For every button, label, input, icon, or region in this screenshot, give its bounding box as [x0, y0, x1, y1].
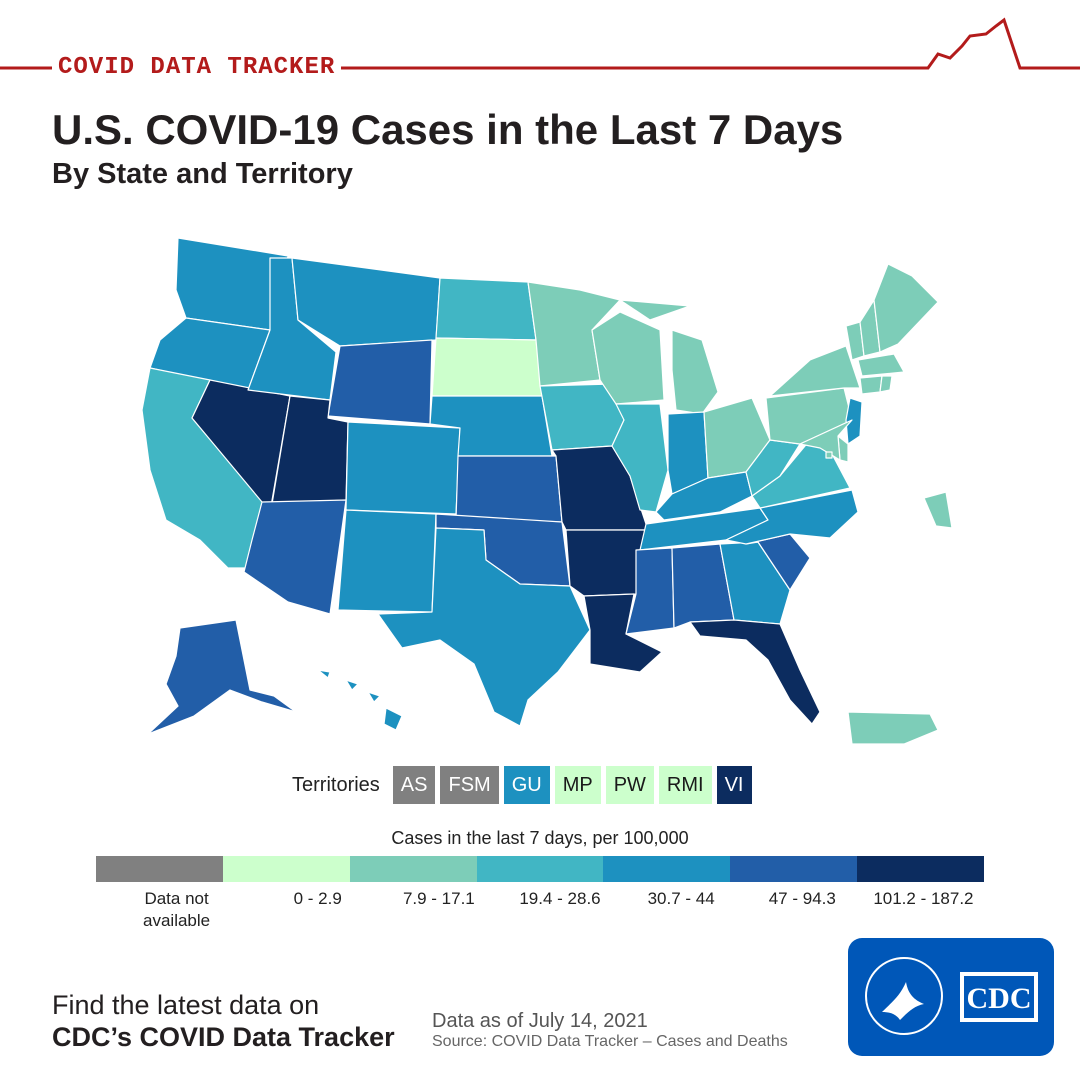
legend-label: 30.7 - 44 — [647, 889, 715, 908]
header-trend-line — [0, 17, 1080, 70]
state-wi — [591, 311, 665, 405]
state-ar — [565, 529, 647, 597]
legend-labels: Data not available 0 - 2.9 7.9 - 17.1 19.4 … — [96, 888, 984, 932]
state-fl — [689, 619, 821, 725]
legend-swatch — [476, 856, 604, 882]
legend-swatch — [96, 856, 223, 882]
legend-label: 7.9 - 17.1 — [402, 889, 475, 908]
territories-label: Territories — [292, 773, 380, 796]
state-tx — [377, 527, 591, 727]
state-pr — [847, 711, 939, 745]
territory-gu: GU — [503, 766, 550, 804]
state-dc — [825, 451, 833, 459]
legend-swatch — [857, 856, 985, 882]
legend-label: 47 - 94.3 — [768, 889, 836, 908]
state-me — [873, 263, 939, 353]
legend-label: 101.2 - 187.2 — [873, 889, 974, 908]
territory-vi: VI — [716, 766, 752, 804]
state-ny — [769, 345, 861, 397]
territory-mp: MP — [554, 766, 601, 804]
state-ct — [859, 375, 883, 395]
cdc-logo-text: CDC — [967, 982, 1032, 1015]
state-nd — [435, 277, 537, 341]
legend-label: 0 - 2.9 — [293, 889, 342, 908]
legend-bar — [96, 856, 985, 882]
vi-map-marker — [923, 491, 953, 529]
territories-row: Territories AS FSM GU MP PW RMI VI — [292, 766, 752, 804]
state-hi — [317, 669, 403, 731]
state-ms — [625, 547, 675, 635]
state-ak — [147, 619, 297, 735]
state-la — [583, 593, 663, 673]
hhs-seal-icon — [865, 957, 943, 1035]
state-ks — [455, 455, 563, 523]
legend-label: Data not available — [143, 889, 211, 930]
state-co — [345, 421, 461, 515]
state-wv — [745, 439, 801, 497]
legend-title: Cases in the last 7 days, per 100,000 — [391, 828, 689, 848]
legend-label: 19.4 - 28.6 — [519, 889, 601, 908]
territory-rmi: RMI — [658, 766, 712, 804]
cta-line-2: CDC’s COVID Data Tracker — [52, 1022, 395, 1052]
state-ma — [857, 353, 905, 377]
territory-fsm: FSM — [440, 766, 499, 804]
state-sd — [431, 337, 543, 397]
legend-swatch — [222, 856, 350, 882]
page-title: U.S. COVID-19 Cases in the Last 7 Days — [52, 106, 844, 153]
legend-swatch — [730, 856, 858, 882]
state-wy — [327, 339, 433, 425]
source-note: Source: COVID Data Tracker – Cases and D… — [432, 1033, 788, 1050]
state-mt — [291, 257, 441, 347]
page-subtitle: By State and Territory — [52, 158, 353, 190]
state-az — [243, 499, 347, 615]
state-il — [611, 403, 669, 513]
cdc-logo: CDC — [848, 938, 1054, 1056]
cta-line-1: Find the latest data on — [52, 990, 320, 1020]
territory-as: AS — [392, 766, 436, 804]
tracker-label: COVID DATA TRACKER — [52, 54, 342, 81]
data-as-of: Data as of July 14, 2021 — [432, 1010, 648, 1032]
state-ri — [879, 375, 893, 393]
legend-swatch — [349, 856, 477, 882]
state-nm — [337, 509, 437, 613]
state-nj — [845, 397, 863, 445]
hhs-eagle-icon — [882, 982, 924, 1020]
state-md — [799, 419, 853, 461]
territory-pw: PW — [605, 766, 654, 804]
state-nc — [725, 489, 859, 545]
legend-swatch — [603, 856, 731, 882]
